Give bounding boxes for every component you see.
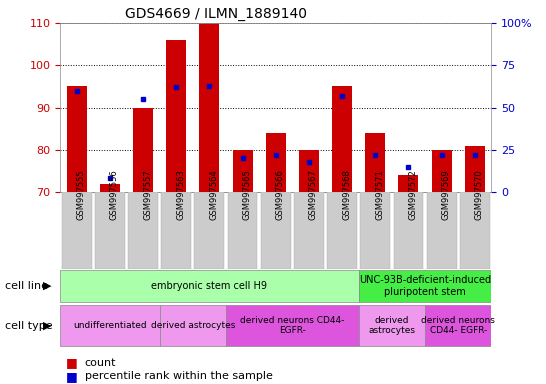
- FancyBboxPatch shape: [226, 305, 359, 346]
- Text: GSM997556: GSM997556: [110, 169, 119, 220]
- FancyBboxPatch shape: [159, 305, 226, 346]
- Text: undifferentiated: undifferentiated: [73, 321, 147, 330]
- FancyBboxPatch shape: [359, 270, 491, 302]
- Text: GSM997564: GSM997564: [209, 169, 218, 220]
- Text: cell line: cell line: [5, 281, 49, 291]
- Bar: [432, 150, 452, 192]
- Text: GSM997563: GSM997563: [176, 169, 185, 220]
- Text: count: count: [85, 358, 116, 368]
- Text: derived neurons CD44-
EGFR-: derived neurons CD44- EGFR-: [240, 316, 345, 335]
- Text: derived astrocytes: derived astrocytes: [151, 321, 235, 330]
- Bar: [233, 150, 252, 192]
- FancyBboxPatch shape: [261, 192, 290, 269]
- Text: cell type: cell type: [5, 321, 53, 331]
- Text: GSM997569: GSM997569: [442, 169, 450, 220]
- FancyBboxPatch shape: [95, 192, 125, 269]
- Text: ■: ■: [66, 370, 78, 383]
- FancyBboxPatch shape: [360, 192, 390, 269]
- Text: GSM997566: GSM997566: [276, 169, 284, 220]
- FancyBboxPatch shape: [161, 192, 191, 269]
- Text: GDS4669 / ILMN_1889140: GDS4669 / ILMN_1889140: [124, 7, 307, 21]
- Text: derived
astrocytes: derived astrocytes: [369, 316, 416, 335]
- Text: GSM997572: GSM997572: [408, 169, 418, 220]
- FancyBboxPatch shape: [427, 192, 456, 269]
- Bar: [199, 23, 219, 192]
- Text: ■: ■: [66, 356, 78, 369]
- FancyBboxPatch shape: [60, 270, 359, 302]
- Text: UNC-93B-deficient-induced
pluripotent stem: UNC-93B-deficient-induced pluripotent st…: [359, 275, 491, 297]
- Text: embryonic stem cell H9: embryonic stem cell H9: [151, 281, 268, 291]
- Text: GSM997567: GSM997567: [309, 169, 318, 220]
- Bar: [133, 108, 153, 192]
- Text: GSM997570: GSM997570: [475, 169, 484, 220]
- Bar: [100, 184, 120, 192]
- Bar: [332, 86, 352, 192]
- Bar: [266, 133, 286, 192]
- FancyBboxPatch shape: [359, 305, 425, 346]
- Bar: [67, 86, 87, 192]
- Text: ▶: ▶: [43, 281, 52, 291]
- Text: derived neurons
CD44- EGFR-: derived neurons CD44- EGFR-: [422, 316, 495, 335]
- Text: GSM997557: GSM997557: [143, 169, 152, 220]
- Bar: [399, 175, 418, 192]
- Text: GSM997555: GSM997555: [76, 169, 86, 220]
- Bar: [465, 146, 485, 192]
- Bar: [299, 150, 319, 192]
- Text: ▶: ▶: [43, 321, 52, 331]
- FancyBboxPatch shape: [327, 192, 357, 269]
- FancyBboxPatch shape: [60, 305, 159, 346]
- FancyBboxPatch shape: [62, 192, 92, 269]
- FancyBboxPatch shape: [228, 192, 258, 269]
- FancyBboxPatch shape: [294, 192, 324, 269]
- FancyBboxPatch shape: [128, 192, 158, 269]
- FancyBboxPatch shape: [425, 305, 491, 346]
- Text: GSM997565: GSM997565: [242, 169, 252, 220]
- FancyBboxPatch shape: [394, 192, 423, 269]
- Text: GSM997571: GSM997571: [375, 169, 384, 220]
- Bar: [365, 133, 385, 192]
- Text: percentile rank within the sample: percentile rank within the sample: [85, 371, 272, 381]
- FancyBboxPatch shape: [460, 192, 490, 269]
- FancyBboxPatch shape: [194, 192, 224, 269]
- Bar: [166, 40, 186, 192]
- Text: GSM997568: GSM997568: [342, 169, 351, 220]
